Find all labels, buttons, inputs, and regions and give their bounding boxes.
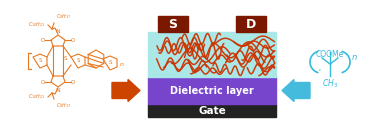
Text: $CH_3$: $CH_3$: [322, 78, 338, 91]
Text: O: O: [71, 37, 75, 42]
Text: O: O: [41, 80, 45, 85]
Text: S: S: [76, 59, 80, 63]
FancyArrow shape: [282, 80, 310, 102]
Text: $C_8H_{17}$: $C_8H_{17}$: [56, 12, 71, 21]
Bar: [236, 16, 266, 32]
Text: O: O: [41, 37, 45, 42]
Text: Dielectric layer: Dielectric layer: [170, 86, 254, 96]
Text: N: N: [56, 88, 60, 93]
Text: S: S: [108, 61, 112, 66]
Text: S: S: [38, 59, 42, 63]
Bar: [148, 104, 276, 117]
Text: COOMe: COOMe: [316, 50, 344, 59]
Bar: [148, 77, 276, 104]
Text: S: S: [63, 56, 67, 61]
Text: $C_{10}H_{21}$: $C_{10}H_{21}$: [28, 93, 46, 102]
Text: Gate: Gate: [198, 106, 226, 116]
Text: $C_{10}H_{21}$: $C_{10}H_{21}$: [28, 20, 46, 29]
FancyArrow shape: [112, 80, 140, 102]
Text: $C_8H_{17}$: $C_8H_{17}$: [56, 101, 71, 110]
Text: D: D: [246, 17, 256, 30]
Bar: [148, 32, 276, 77]
Text: O: O: [71, 80, 75, 85]
Text: N: N: [56, 29, 60, 34]
Text: n: n: [352, 54, 357, 62]
Text: S: S: [169, 17, 178, 30]
Text: n: n: [120, 62, 124, 67]
Bar: [158, 16, 188, 32]
